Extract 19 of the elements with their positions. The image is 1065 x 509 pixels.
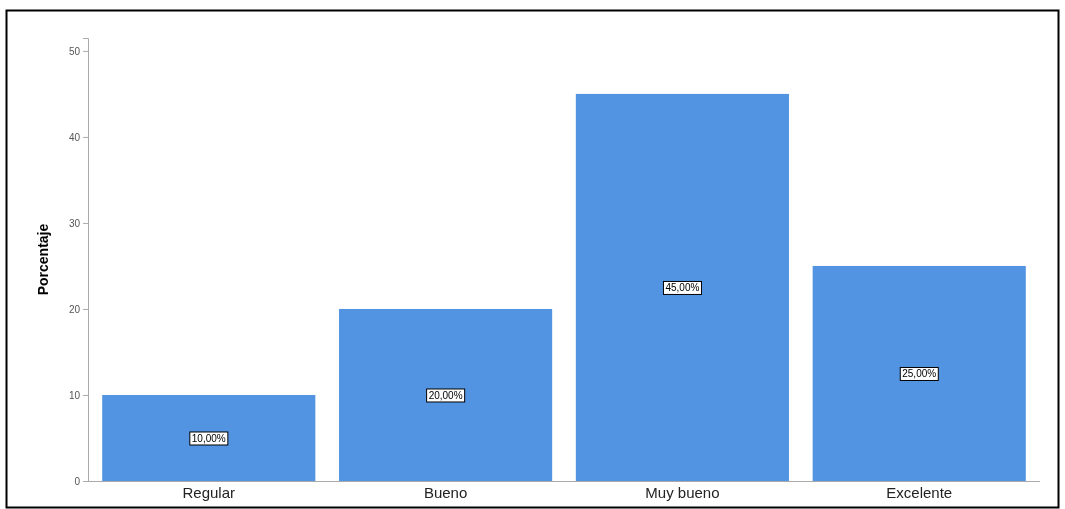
data-label: 45,00% [665, 282, 700, 294]
bar [812, 265, 1026, 481]
x-tick-label: Bueno [423, 483, 468, 501]
data-label: 25,00% [902, 368, 937, 380]
y-tick-label: 0 [74, 475, 81, 487]
y-axis-title: Porcentaje [35, 223, 51, 296]
bar [575, 93, 789, 481]
y-tick-label: 20 [68, 303, 81, 315]
data-label: 10,00% [191, 432, 226, 444]
x-tick-label: Regular [182, 483, 236, 501]
data-label: 20,00% [428, 389, 463, 401]
y-tick-label: 10 [68, 389, 81, 401]
x-tick-label: Muy bueno [645, 483, 720, 501]
y-tick-label: 30 [68, 217, 81, 229]
y-tick-label: 40 [68, 131, 81, 143]
bar [102, 394, 316, 481]
x-tick-label: Excelente [886, 483, 953, 501]
bar [339, 308, 553, 481]
y-tick-label: 50 [68, 45, 81, 57]
